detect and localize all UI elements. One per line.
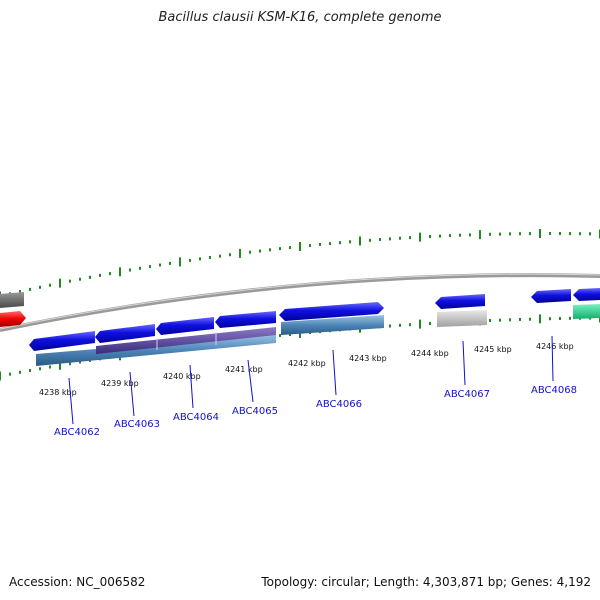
gene-labels: ABC4062 ABC4063 ABC4064 ABC4065 ABC4066 …: [54, 385, 577, 438]
gene-label-ABC4062[interactable]: ABC4062: [54, 427, 100, 438]
kbp-label: 4245 kbp: [474, 345, 512, 354]
gene-arrow-ABC4066[interactable]: [279, 302, 384, 321]
leader-ABC4068: [551, 335, 554, 382]
gene-arrow-ABC4064[interactable]: [156, 317, 214, 335]
kbp-label: 4244 kbp: [411, 349, 449, 358]
gene-arrow-ABC4062[interactable]: [29, 331, 95, 351]
band-feature-gray: [437, 310, 487, 327]
genome-summary: Topology: circular; Length: 4,303,871 bp…: [261, 575, 591, 589]
map-title: Bacillus clausii KSM-K16, complete genom…: [158, 10, 442, 25]
kbp-label: 4246 kbp: [536, 342, 574, 351]
kbp-label: 4238 kbp: [39, 388, 77, 397]
kbp-label: 4239 kbp: [101, 379, 139, 388]
kbp-label: 4243 kbp: [349, 354, 387, 363]
kbp-labels: 4238 kbp 4239 kbp 4240 kbp 4241 kbp 4242…: [39, 342, 574, 397]
gene-label-ABC4066[interactable]: ABC4066: [316, 399, 362, 410]
gene-arrow-ABC4068[interactable]: [531, 289, 571, 303]
gene-leader-lines: [68, 335, 554, 425]
leader-ABC4067: [462, 340, 466, 386]
leader-ABC4065: [247, 359, 254, 403]
leader-ABC4063: [129, 371, 135, 417]
kbp-label: 4241 kbp: [225, 365, 263, 374]
gene-label-ABC4068[interactable]: ABC4068: [531, 385, 577, 396]
kbp-label: 4240 kbp: [163, 372, 201, 381]
band-feature-steel-2: [281, 315, 384, 335]
band-feature-teal: [573, 304, 600, 319]
gene-arrow-right-edge[interactable]: [573, 288, 600, 301]
leader-ABC4062: [68, 377, 74, 425]
leader-ABC4064: [189, 364, 194, 409]
genome-backbone: [0, 273, 600, 332]
accession-label: Accession: NC_006582: [9, 575, 146, 589]
feature-gray-left: [0, 292, 24, 308]
genome-backbone-highlight: [0, 273, 600, 330]
gene-arrow-ABC4065[interactable]: [215, 311, 276, 328]
band-feature-purple: [96, 327, 276, 354]
feature-red-left: [0, 311, 26, 327]
gene-arrow-ABC4063[interactable]: [95, 324, 155, 343]
gene-label-ABC4064[interactable]: ABC4064: [173, 412, 219, 423]
gene-arrow-ABC4067[interactable]: [435, 294, 485, 309]
outer-tick-track: [0, 229, 600, 301]
gene-label-ABC4063[interactable]: ABC4063: [114, 419, 160, 430]
leader-ABC4066: [332, 349, 337, 396]
kbp-label: 4242 kbp: [288, 359, 326, 368]
gene-label-ABC4065[interactable]: ABC4065: [232, 406, 278, 417]
gene-label-ABC4067[interactable]: ABC4067: [444, 389, 490, 400]
